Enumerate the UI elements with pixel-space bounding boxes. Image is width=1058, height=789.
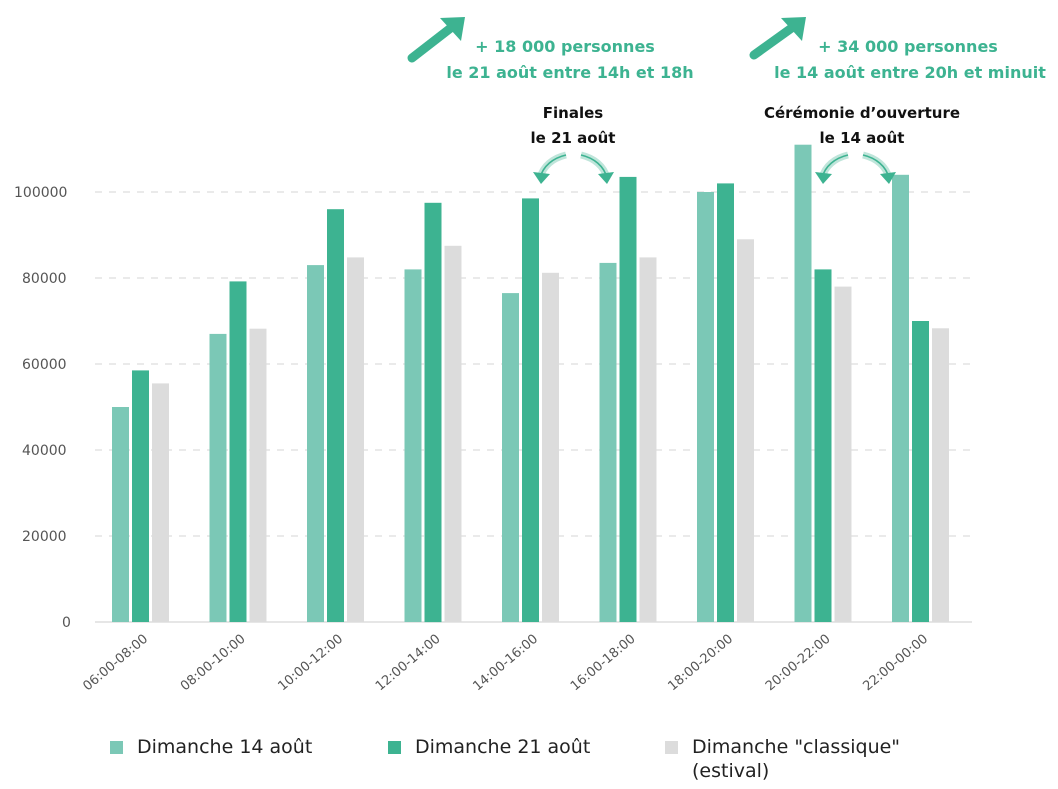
bar — [814, 269, 832, 622]
bar — [619, 176, 637, 622]
bar — [542, 272, 559, 622]
x-tick-label: 06:00-08:00 — [80, 632, 151, 695]
up-arrow-icon — [407, 17, 465, 63]
x-tick-label: 16:00-18:00 — [568, 632, 639, 695]
legend-swatch — [665, 741, 678, 754]
legend-swatch — [388, 741, 401, 754]
legend-label: Dimanche 14 août — [137, 736, 313, 758]
annotation-increase-14: + 34 000 personnes le 14 août entre 20h … — [749, 17, 1046, 82]
x-tick-label: 20:00-22:00 — [763, 632, 834, 695]
curved-arrows-icon — [815, 151, 896, 184]
legend-label-line1: Dimanche "classique" — [692, 736, 901, 758]
bar — [209, 333, 227, 622]
annotation-increase-21-line2: le 21 août entre 14h et 18h — [446, 63, 693, 82]
bar — [912, 321, 929, 622]
bar — [932, 328, 949, 622]
bar — [834, 286, 852, 622]
y-tick-label: 40000 — [22, 443, 67, 459]
annotation-increase-14-line1: + 34 000 personnes — [818, 37, 998, 56]
annotation-increase-21-line1: + 18 000 personnes — [475, 37, 655, 56]
bar — [522, 198, 539, 622]
bar — [229, 281, 247, 622]
bar — [152, 383, 169, 622]
x-tick-label: 18:00-20:00 — [665, 632, 736, 695]
up-arrow-icon — [749, 17, 806, 60]
annotation-finals-line2: le 21 août — [531, 129, 616, 147]
legend-label: Dimanche 21 août — [415, 736, 591, 758]
annotation-opening: Cérémonie d’ouverture le 14 août — [764, 104, 960, 184]
legend-label: Dimanche "classique" (estival) — [692, 735, 900, 783]
bar — [717, 183, 734, 622]
y-axis-ticks: 0 20000 40000 60000 80000 100000 — [14, 185, 71, 631]
legend-item-21-aout: Dimanche 21 août — [388, 735, 590, 759]
x-axis-ticks: 06:00-08:00 08:00-10:00 10:00-12:00 12:00-1… — [80, 632, 931, 695]
bar — [502, 293, 519, 622]
annotation-opening-line1: Cérémonie d’ouverture — [764, 104, 960, 122]
bars — [112, 144, 949, 623]
y-tick-label: 60000 — [22, 357, 67, 373]
y-tick-label: 20000 — [22, 529, 67, 545]
bar — [424, 202, 442, 623]
bar — [639, 257, 657, 622]
bar — [794, 144, 812, 622]
bar — [307, 265, 324, 622]
bar — [737, 239, 754, 623]
x-tick-label: 22:00-00:00 — [860, 632, 931, 695]
annotation-increase-14-line2: le 14 août entre 20h et minuit — [774, 63, 1046, 82]
bar — [892, 174, 909, 623]
annotation-finals: Finales le 21 août — [531, 104, 616, 184]
annotation-increase-21: + 18 000 personnes le 21 août entre 14h … — [407, 17, 694, 82]
y-tick-label: 0 — [62, 615, 71, 631]
x-tick-label: 08:00-10:00 — [178, 632, 249, 695]
annotation-opening-line2: le 14 août — [820, 129, 905, 147]
legend: Dimanche 14 août Dimanche 21 août Dimanc… — [110, 735, 1010, 785]
bar — [132, 370, 149, 622]
y-tick-label: 80000 — [22, 271, 67, 287]
bar — [327, 209, 344, 622]
legend-item-classique: Dimanche "classique" (estival) — [665, 735, 900, 783]
bar — [404, 269, 422, 622]
legend-label-line2: (estival) — [692, 760, 770, 782]
bar — [112, 407, 129, 622]
bar — [249, 328, 267, 622]
x-tick-label: 14:00-16:00 — [470, 632, 541, 695]
x-tick-label: 12:00-14:00 — [373, 632, 444, 695]
annotation-finals-line1: Finales — [543, 104, 604, 122]
bar — [444, 245, 462, 623]
bar — [599, 262, 617, 622]
legend-item-14-aout: Dimanche 14 août — [110, 735, 312, 759]
y-tick-label: 100000 — [14, 185, 67, 201]
bar — [347, 257, 364, 622]
bar — [697, 192, 714, 622]
x-tick-label: 10:00-12:00 — [275, 632, 346, 695]
legend-swatch — [110, 741, 123, 754]
curved-arrows-icon — [533, 151, 614, 184]
